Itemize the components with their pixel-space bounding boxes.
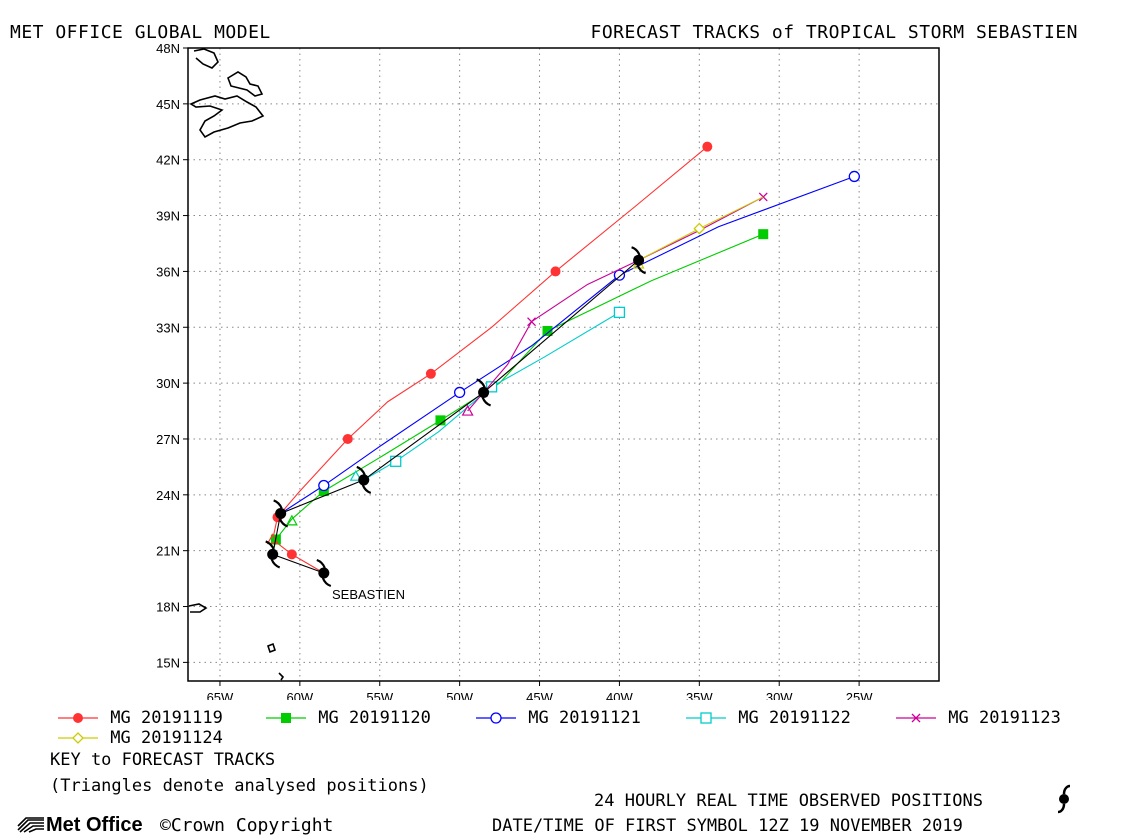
legend-key-note: (Triangles denote analysed positions)	[50, 776, 429, 796]
axis-tick-labels: 65W 60W 55W 50W 45W 40W 35W 30W 25W 15N 18N 21N 24N 2…	[156, 41, 873, 700]
legend-key-title: KEY to FORECAST TRACKS	[50, 750, 276, 770]
observed-track-line	[272, 259, 639, 574]
legend-item-mg20191123: MG 20191123	[894, 708, 1061, 728]
track-marker-series-1	[542, 325, 553, 336]
legend-item-mg20191121: MG 20191121	[474, 708, 641, 728]
hurricane-symbol-icon	[631, 246, 646, 275]
legend-marker-open-circle	[476, 712, 516, 724]
brand-name: Met Office	[46, 814, 143, 836]
lat-tick-label: 42N	[156, 153, 180, 168]
lat-tick-label: 45N	[156, 97, 180, 112]
track-marker-series-2	[613, 269, 626, 281]
lon-tick-label: 60W	[286, 690, 313, 700]
forecast-tracks	[266, 141, 860, 574]
legend-item-mg20191124: MG 20191124	[56, 728, 223, 748]
track-marker-series-2	[848, 170, 860, 183]
lon-tick-label: 25W	[846, 690, 873, 700]
lon-tick-label: 45W	[526, 690, 553, 700]
legend-item-mg20191119: MG 20191119	[56, 708, 223, 728]
island-martinique	[278, 672, 285, 681]
island-guadeloupe	[267, 642, 276, 654]
legend-label: MG 20191123	[948, 708, 1061, 728]
coastline	[188, 48, 285, 681]
hurricane-symbol-icon	[1057, 784, 1071, 814]
track-line-series-4	[467, 196, 764, 412]
lat-tick-label: 21N	[156, 544, 180, 559]
track-marker-series-1	[758, 229, 769, 240]
legend-marker-diamond	[58, 732, 98, 744]
lat-tick-label: 30N	[156, 376, 180, 391]
map-frame	[187, 47, 940, 682]
analysed-position-triangle	[349, 469, 362, 481]
hurricane-symbol-icon	[356, 465, 372, 494]
track-marker-series-2	[318, 479, 330, 492]
hurricane-symbol-icon	[265, 540, 281, 569]
lon-tick-label: 30W	[766, 690, 793, 700]
track-line-series-2	[280, 175, 855, 514]
track-marker-series-4	[527, 317, 537, 327]
map-grid	[188, 47, 939, 681]
storm-name-label: SEBASTIEN	[332, 587, 405, 602]
cape-breton-coast	[227, 71, 264, 97]
lat-tick-label: 18N	[156, 600, 180, 615]
page-title-left: MET OFFICE GLOBAL MODEL	[10, 22, 271, 43]
track-line-series-1	[272, 233, 764, 555]
lat-tick-label: 36N	[156, 264, 180, 279]
legend-label: MG 20191119	[110, 708, 223, 728]
lat-tick-label: 33N	[156, 320, 180, 335]
legend-marker-filled-square	[266, 713, 306, 723]
legend-label: MG 20191122	[738, 708, 851, 728]
track-marker-series-1	[435, 415, 446, 426]
hispaniola-coast	[188, 603, 208, 613]
lon-tick-label: 65W	[207, 690, 234, 700]
analysed-position-triangle	[461, 404, 474, 416]
forecast-track-map: SEBASTIEN 65W 60W 55W 50W 45W 40W 35W 30W 25W 15N…	[156, 41, 940, 700]
met-office-logo: Met Office	[16, 814, 143, 837]
track-marker-series-3	[390, 455, 402, 467]
legend-marker-cross	[896, 713, 936, 723]
lat-tick-label: 48N	[156, 41, 180, 56]
lon-tick-label: 55W	[366, 690, 393, 700]
lat-tick-label: 24N	[156, 488, 180, 503]
first-symbol-datetime: DATE/TIME OF FIRST SYMBOL 12Z 19 NOVEMBE…	[492, 816, 963, 836]
lat-tick-label: 15N	[156, 655, 180, 670]
track-marker-series-4	[758, 192, 768, 202]
track-marker-series-0	[550, 266, 561, 277]
track-line-series-3	[363, 311, 620, 481]
lon-tick-label: 40W	[606, 690, 633, 700]
track-marker-series-0	[425, 368, 436, 379]
lat-tick-label: 27N	[156, 432, 180, 447]
track-marker-series-0	[342, 433, 353, 444]
hurricane-symbol-icon	[273, 499, 289, 528]
legend-marker-open-square	[686, 712, 726, 724]
track-marker-series-3	[485, 381, 498, 393]
track-marker-series-0	[702, 141, 713, 152]
page-title-right: FORECAST TRACKS of TROPICAL STORM SEBAST…	[590, 22, 1078, 43]
track-marker-series-2	[453, 386, 466, 399]
legend-item-mg20191122: MG 20191122	[684, 708, 851, 728]
nova-scotia-coast	[189, 95, 265, 139]
track-marker-series-3	[613, 306, 626, 319]
legend-label: MG 20191120	[318, 708, 431, 728]
hurricane-symbol-icon	[316, 558, 332, 588]
lat-tick-label: 39N	[156, 209, 180, 224]
legend-marker-filled-circle	[58, 713, 98, 723]
met-office-logo-icon	[17, 817, 44, 833]
legend-item-mg20191120: MG 20191120	[264, 708, 431, 728]
observed-positions-label: 24 HOURLY REAL TIME OBSERVED POSITIONS	[594, 791, 983, 811]
legend-label: MG 20191121	[528, 708, 641, 728]
hurricane-symbol-icon	[476, 378, 491, 407]
observed-track	[265, 246, 646, 588]
analysed-position-triangle	[285, 514, 298, 526]
copyright-notice: ©Crown Copyright	[160, 815, 334, 836]
lon-tick-label: 35W	[686, 690, 713, 700]
track-line-series-0	[272, 146, 708, 574]
newfoundland-coast	[193, 48, 219, 69]
lon-tick-label: 50W	[446, 690, 473, 700]
track-marker-series-5	[693, 222, 706, 235]
track-marker-series-0	[286, 549, 297, 560]
legend-label: MG 20191124	[110, 728, 223, 748]
